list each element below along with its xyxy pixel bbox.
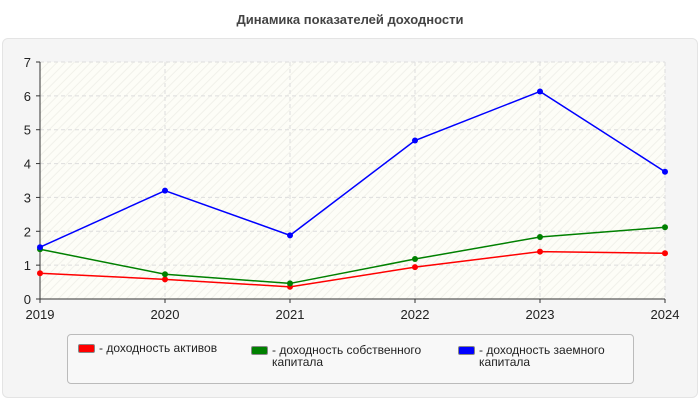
data-point xyxy=(537,88,543,95)
legend: - доходность активов - доходность собстве… xyxy=(67,334,634,384)
data-point xyxy=(162,276,168,283)
x-tick-label: 2022 xyxy=(401,307,430,322)
series-line-2 xyxy=(39,90,666,248)
y-tick-label: 0 xyxy=(24,292,31,307)
x-tick-label: 2023 xyxy=(526,307,555,322)
legend-label: - доходность заемного капитала xyxy=(479,343,605,369)
x-tick-label: 2024 xyxy=(651,307,680,322)
legend-item: - доходность активов xyxy=(78,342,217,354)
y-tick-label: 3 xyxy=(24,190,31,205)
y-tick-label: 7 xyxy=(24,55,31,70)
data-point xyxy=(662,250,668,257)
y-tick-label: 6 xyxy=(24,89,31,104)
x-tick-label: 2021 xyxy=(276,307,305,322)
y-tick-label: 2 xyxy=(24,224,31,239)
legend-swatch xyxy=(251,346,268,355)
data-point xyxy=(287,232,293,239)
legend-item: - доходность собственного капитала xyxy=(251,344,422,368)
data-point xyxy=(412,256,418,263)
plot-area xyxy=(40,62,665,299)
data-point xyxy=(162,271,168,278)
series-line-1 xyxy=(39,226,666,285)
data-point xyxy=(537,248,543,255)
data-point xyxy=(162,187,168,194)
x-tick-label: 2019 xyxy=(26,307,55,322)
x-tick-label: 2020 xyxy=(151,307,180,322)
data-point xyxy=(662,224,668,231)
data-point xyxy=(662,168,668,175)
y-tick-label: 5 xyxy=(24,123,31,138)
y-tick-label: 1 xyxy=(24,258,31,273)
legend-swatch xyxy=(458,346,475,355)
y-tick-label: 4 xyxy=(24,157,31,172)
legend-item: - доходность заемного капитала xyxy=(458,344,629,368)
legend-label: - доходность собственного капитала xyxy=(272,343,422,369)
data-point xyxy=(37,244,43,251)
chart-title: Динамика показателей доходности xyxy=(236,12,464,27)
data-point xyxy=(287,280,293,287)
legend-swatch xyxy=(78,344,95,353)
legend-label: - доходность активов xyxy=(99,341,218,355)
data-point xyxy=(412,137,418,144)
data-point xyxy=(537,234,543,241)
series-line-0 xyxy=(39,250,666,288)
data-point xyxy=(412,264,418,271)
data-point xyxy=(37,270,43,277)
